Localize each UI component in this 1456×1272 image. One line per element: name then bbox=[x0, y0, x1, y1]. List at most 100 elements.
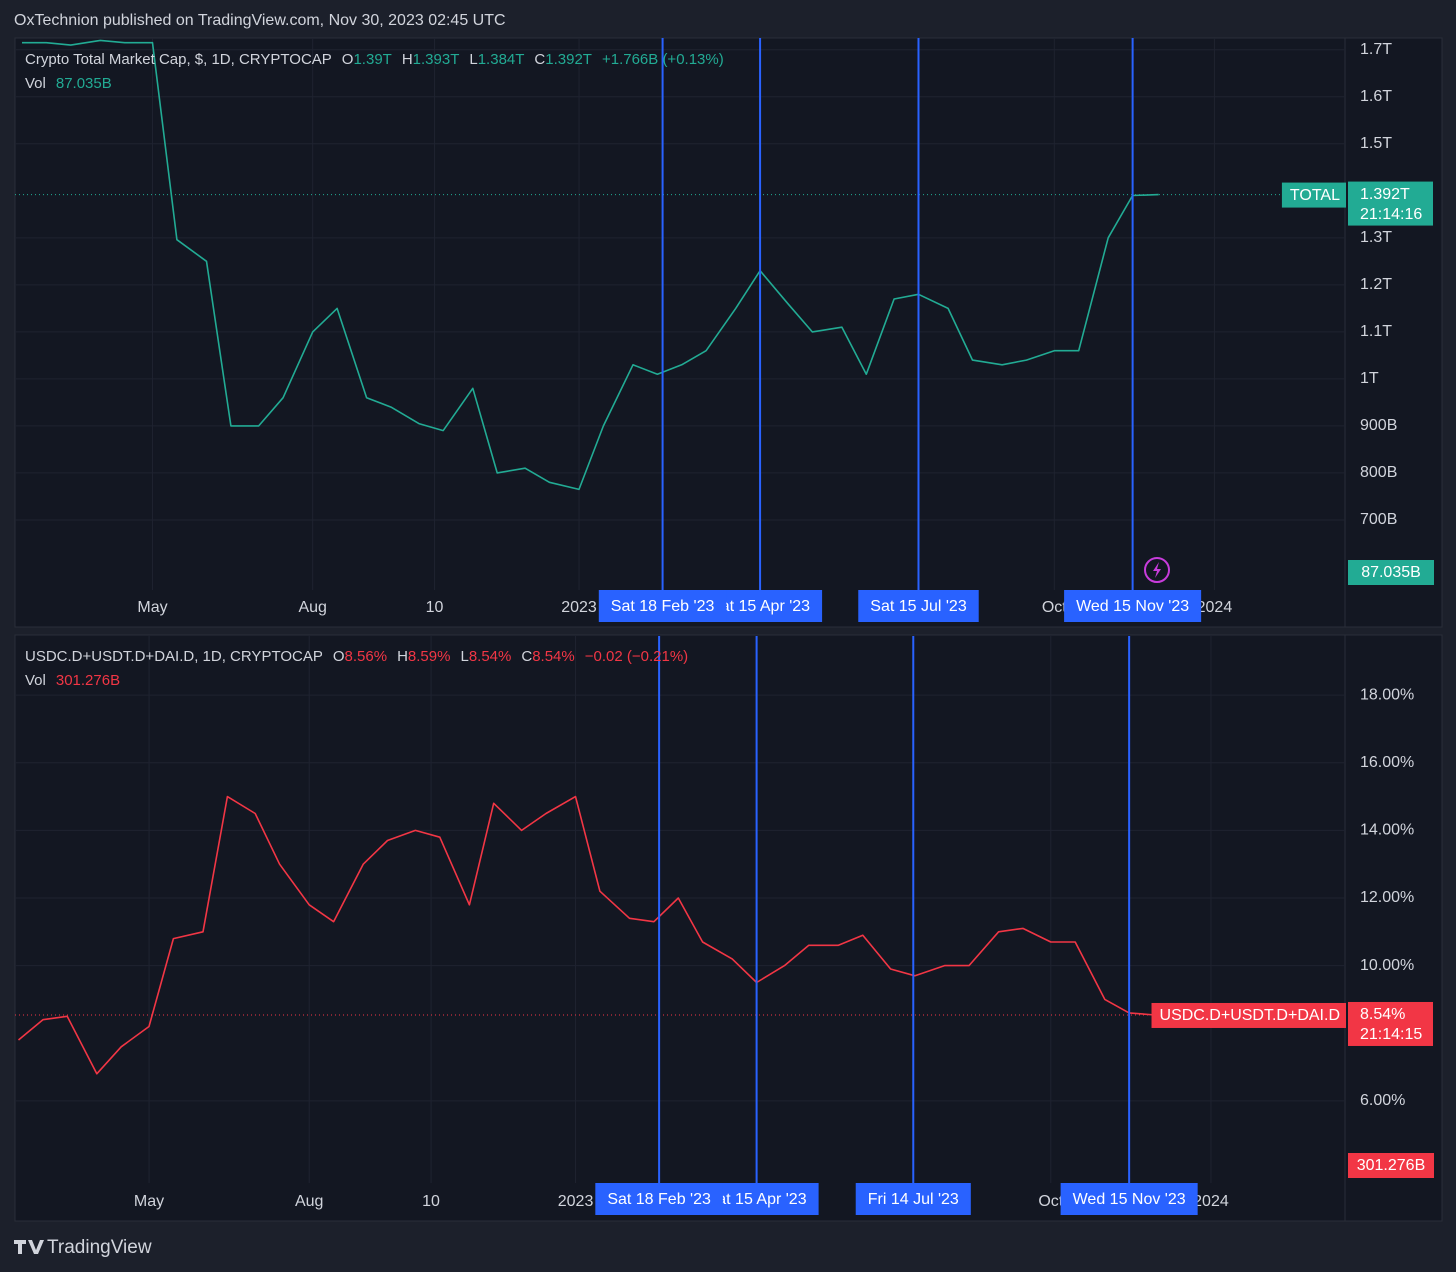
alert-circle[interactable] bbox=[1144, 557, 1170, 583]
x-tick-label: Aug bbox=[298, 599, 326, 616]
y-tick-label: 1.5T bbox=[1360, 135, 1392, 152]
legend-key: O bbox=[333, 648, 345, 665]
legend: USDC.D+USDT.D+DAI.D, 1D, CRYPTOCAP O8.56%… bbox=[25, 648, 688, 665]
price-box-countdown: 21:14:15 bbox=[1360, 1026, 1422, 1043]
marker-label: Wed 15 Nov '23 bbox=[1060, 1183, 1198, 1215]
alert-bolt[interactable] bbox=[1153, 562, 1161, 578]
legend-value: 8.56% bbox=[345, 648, 388, 665]
legend-key: C bbox=[521, 648, 532, 665]
legend-key: H bbox=[397, 648, 408, 665]
footer: TradingView bbox=[47, 1237, 152, 1258]
price-box bbox=[1348, 1001, 1433, 1046]
x-tick-label: 2023 bbox=[558, 1193, 594, 1210]
legend-key: Vol bbox=[25, 672, 46, 689]
price-line bbox=[22, 39, 1159, 491]
marker-label-box bbox=[598, 590, 727, 622]
series-tag-box bbox=[1151, 1002, 1346, 1028]
x-tick-label: Oct bbox=[1038, 1193, 1063, 1210]
volume-tag-box bbox=[1348, 560, 1434, 585]
volume-tag-box bbox=[1348, 1153, 1434, 1178]
marker-label-text: Wed 15 Nov '23 bbox=[1073, 1191, 1186, 1208]
price-box bbox=[1348, 181, 1433, 226]
legend-value: 87.035B bbox=[56, 75, 112, 92]
legend-key: Vol bbox=[25, 75, 46, 92]
legend-value: 1.39T bbox=[353, 51, 391, 68]
series-tag: USDC.D+USDT.D+DAI.D bbox=[1151, 1002, 1346, 1028]
x-tick-label: Oct bbox=[1042, 599, 1067, 616]
y-tick-label: 16.00% bbox=[1360, 754, 1414, 771]
marker-label: Sat 18 Feb '23 bbox=[595, 1183, 723, 1215]
legend-value: 1.392T bbox=[545, 51, 592, 68]
y-tick-label: 6.00% bbox=[1360, 1092, 1405, 1109]
legend-value: 8.59% bbox=[408, 648, 451, 665]
legend-title: USDC.D+USDT.D+DAI.D, 1D, CRYPTOCAP bbox=[25, 648, 323, 665]
legend-volume: Vol 301.276B bbox=[25, 672, 120, 689]
legend-value: 1.384T bbox=[478, 51, 525, 68]
x-tick-label: 2023 bbox=[561, 599, 597, 616]
y-tick-label: 14.00% bbox=[1360, 822, 1414, 839]
y-tick-label: 12.00% bbox=[1360, 889, 1414, 906]
volume-tag-text: 87.035B bbox=[1361, 564, 1421, 581]
price-box-value: 8.54% bbox=[1360, 1006, 1405, 1023]
legend-value: 301.276B bbox=[56, 672, 120, 689]
header: OxTechnion published on TradingView.com,… bbox=[14, 12, 506, 29]
legend: Crypto Total Market Cap, $, 1D, CRYPTOCA… bbox=[25, 51, 724, 68]
legend-change: +1.766B (+0.13%) bbox=[602, 51, 724, 68]
series-tag-text: USDC.D+USDT.D+DAI.D bbox=[1160, 1007, 1340, 1024]
x-tick-label: 10 bbox=[426, 599, 444, 616]
series-tag: TOTAL bbox=[1281, 182, 1346, 208]
series-tag-box bbox=[1281, 182, 1346, 208]
legend-title: Crypto Total Market Cap, $, 1D, CRYPTOCA… bbox=[25, 51, 332, 68]
marker-label-box bbox=[595, 1183, 723, 1215]
y-tick-label: 1.1T bbox=[1360, 323, 1392, 340]
logo bbox=[14, 1240, 44, 1254]
marker-label-text: Fri 14 Jul '23 bbox=[868, 1191, 959, 1208]
y-tick-label: 1.2T bbox=[1360, 276, 1392, 293]
marker-label: Fri 14 Jul '23 bbox=[855, 1183, 971, 1215]
legend-value: 8.54% bbox=[532, 648, 575, 665]
legend-volume: Vol 87.035B bbox=[25, 75, 112, 92]
y-tick-label: 1T bbox=[1360, 370, 1379, 387]
x-tick-label: May bbox=[134, 1193, 164, 1210]
marker-label-text: Sat 15 Jul '23 bbox=[870, 598, 967, 615]
marker-label-box bbox=[1064, 590, 1202, 622]
legend-value: 8.54% bbox=[469, 648, 512, 665]
legend-change: −0.02 (−0.21%) bbox=[585, 648, 688, 665]
marker-label-text: Sat 18 Feb '23 bbox=[611, 598, 715, 615]
logo-mark bbox=[14, 1240, 44, 1254]
marker-label-box bbox=[855, 1183, 971, 1215]
y-tick-label: 900B bbox=[1360, 417, 1397, 434]
marker-label-text: Wed 15 Nov '23 bbox=[1076, 598, 1189, 615]
y-tick-label: 800B bbox=[1360, 464, 1397, 481]
marker-label-text: Sat 15 Apr '23 bbox=[710, 598, 810, 615]
y-tick-label: 1.6T bbox=[1360, 88, 1392, 105]
marker-label: Sat 15 Jul '23 bbox=[858, 590, 979, 622]
legend-key: H bbox=[402, 51, 413, 68]
price-line bbox=[17, 795, 1156, 1075]
marker-label: Sat 15 Apr '23 bbox=[698, 590, 823, 622]
x-tick-label: Aug bbox=[295, 1193, 323, 1210]
pane-bottom bbox=[14, 634, 1443, 1222]
y-tick-label: 1.7T bbox=[1360, 41, 1392, 58]
pane-top bbox=[14, 37, 1443, 628]
marker-label-text: Sat 15 Apr '23 bbox=[707, 1191, 807, 1208]
y-tick-label: 700B bbox=[1360, 511, 1397, 528]
marker-label: Wed 15 Nov '23 bbox=[1064, 590, 1202, 622]
alert-icon[interactable] bbox=[1144, 557, 1170, 583]
price-box-countdown: 21:14:16 bbox=[1360, 206, 1422, 223]
marker-label-box bbox=[1060, 1183, 1198, 1215]
legend-key: L bbox=[460, 648, 468, 665]
marker-label-text: Sat 18 Feb '23 bbox=[607, 1191, 711, 1208]
series-tag-text: TOTAL bbox=[1290, 187, 1340, 204]
legend-key: C bbox=[534, 51, 545, 68]
legend-key: O bbox=[342, 51, 354, 68]
y-tick-label: 18.00% bbox=[1360, 686, 1414, 703]
x-tick-label: 2024 bbox=[1193, 1193, 1229, 1210]
legend-key: L bbox=[469, 51, 477, 68]
marker-label-box bbox=[858, 590, 979, 622]
x-tick-label: 10 bbox=[422, 1193, 440, 1210]
legend-value: 1.393T bbox=[413, 51, 460, 68]
marker-label: Sat 18 Feb '23 bbox=[598, 590, 727, 622]
